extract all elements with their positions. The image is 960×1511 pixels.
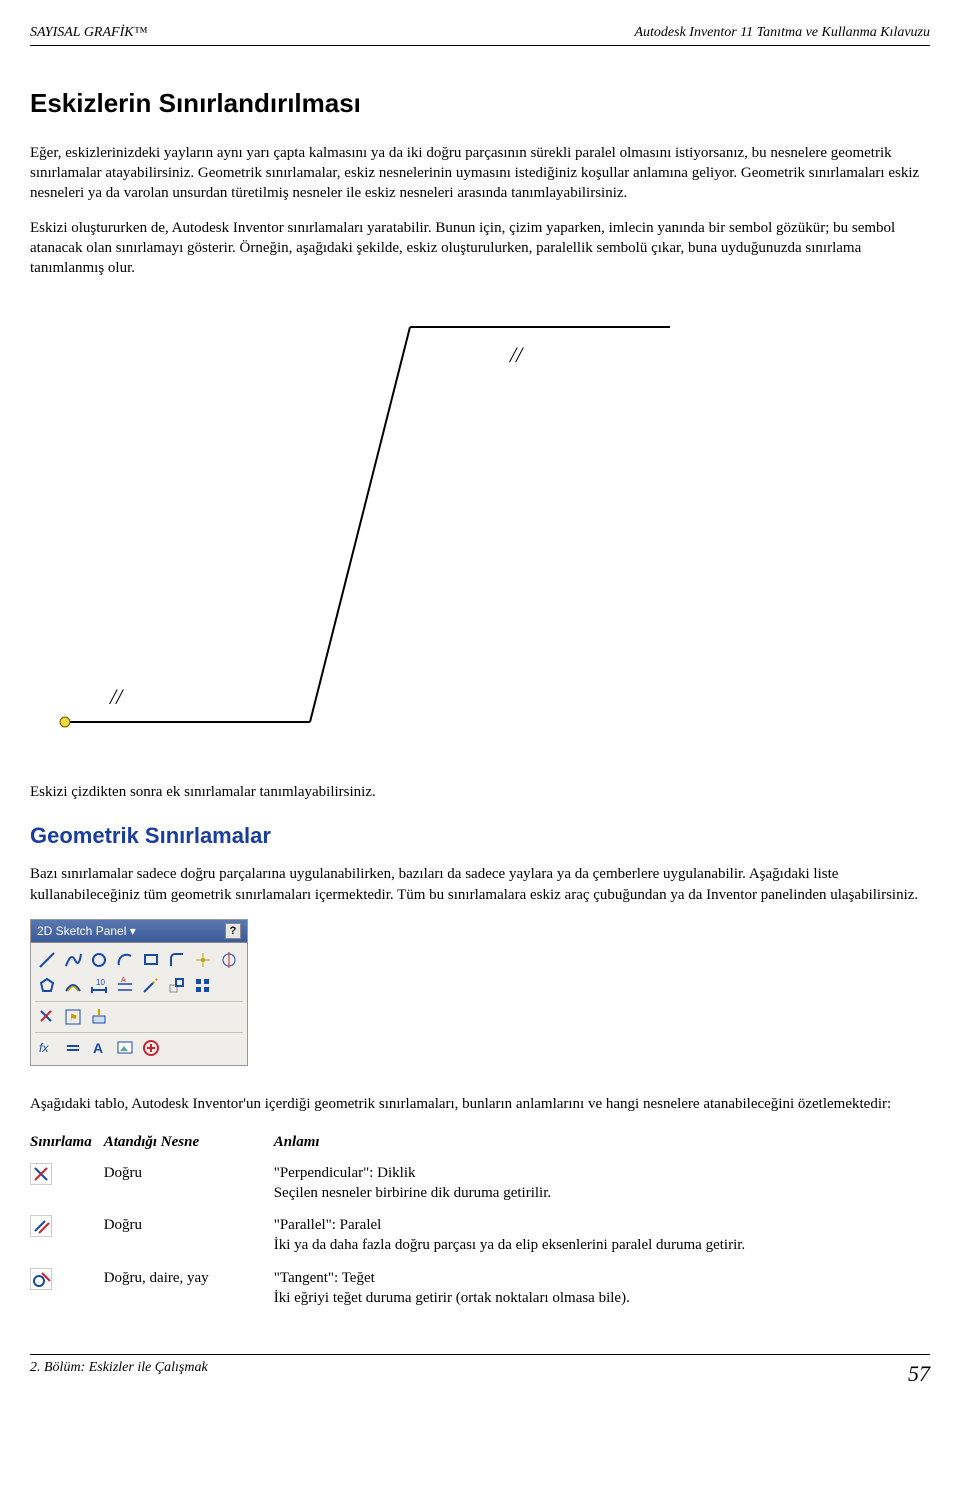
row-meaning-title: "Perpendicular": Diklik bbox=[274, 1163, 918, 1183]
auto-dim-tool-icon[interactable]: A bbox=[115, 976, 135, 996]
move-tool-icon[interactable] bbox=[167, 976, 187, 996]
sub-heading: Geometrik Sınırlamalar bbox=[30, 821, 930, 851]
paragraph-2: Eskizi oluştururken de, Autodesk Invento… bbox=[30, 218, 930, 279]
th-object: Atandığı Nesne bbox=[104, 1128, 274, 1156]
svg-text:10: 10 bbox=[96, 978, 105, 987]
row-meaning-desc: İki eğriyi teğet duruma getirir (ortak n… bbox=[274, 1288, 918, 1308]
svg-text:A: A bbox=[121, 977, 126, 984]
table-row: Doğru "Perpendicular": Diklik Seçilen ne… bbox=[30, 1157, 930, 1210]
point-tool-icon[interactable] bbox=[193, 950, 213, 970]
param-tool-icon[interactable]: fx bbox=[37, 1038, 57, 1058]
paragraph-3: Eskizi çizdikten sonra ek sınırlamalar t… bbox=[30, 782, 930, 802]
perpendicular-constraint-icon[interactable] bbox=[37, 1007, 57, 1027]
sketch-doctor-icon[interactable] bbox=[141, 1038, 161, 1058]
project-geometry-icon[interactable] bbox=[89, 1007, 109, 1027]
row-meaning-title: "Tangent": Teğet bbox=[274, 1268, 918, 1288]
circle-tool-icon[interactable] bbox=[89, 950, 109, 970]
top-rule bbox=[30, 45, 930, 46]
start-point-icon bbox=[60, 717, 70, 727]
extend-tool-icon[interactable] bbox=[141, 976, 161, 996]
row-meaning-desc: İki ya da daha fazla doğru parçası ya da… bbox=[274, 1235, 918, 1255]
row-meaning-desc: Seçilen nesneler birbirine dik duruma ge… bbox=[274, 1183, 918, 1203]
parallel-icon-top: // bbox=[508, 342, 524, 367]
constraints-table: Sınırlama Atandığı Nesne Anlamı Doğru "P… bbox=[30, 1128, 930, 1314]
row-object: Doğru, daire, yay bbox=[104, 1262, 274, 1315]
header-right: Autodesk Inventor 11 Tanıtma ve Kullanma… bbox=[634, 24, 930, 43]
parallel-icon-bottom: // bbox=[108, 684, 124, 709]
fillet-tool-icon[interactable] bbox=[167, 950, 187, 970]
footer-left: 2. Bölüm: Eskizler ile Çalışmak bbox=[30, 1359, 208, 1389]
equal-tool-icon[interactable] bbox=[63, 1038, 83, 1058]
th-meaning: Anlamı bbox=[274, 1128, 930, 1156]
panel-title-label: 2D Sketch Panel ▾ bbox=[37, 923, 136, 939]
insert-image-icon[interactable] bbox=[115, 1038, 135, 1058]
pattern-tool-icon[interactable] bbox=[193, 976, 213, 996]
dimension-tool-icon[interactable]: 10 bbox=[89, 976, 109, 996]
table-row: Doğru, daire, yay "Tangent": Teğet İki e… bbox=[30, 1262, 930, 1315]
paragraph-1: Eğer, eskizlerinizdeki yayların aynı yar… bbox=[30, 143, 930, 204]
sketch-panel: 2D Sketch Panel ▾ ? 10 A bbox=[30, 919, 248, 1066]
header-left: SAYISAL GRAFİK™ bbox=[30, 24, 147, 43]
paragraph-5: Aşağıdaki tablo, Autodesk Inventor'un iç… bbox=[30, 1094, 930, 1114]
svg-text:A: A bbox=[93, 1040, 103, 1056]
row-object: Doğru bbox=[104, 1157, 274, 1210]
sketch-figure: // // bbox=[30, 292, 680, 752]
help-icon[interactable]: ? bbox=[225, 923, 241, 939]
page-number: 57 bbox=[908, 1359, 930, 1389]
spline-tool-icon[interactable] bbox=[63, 950, 83, 970]
rect-tool-icon[interactable] bbox=[141, 950, 161, 970]
mirror-tool-icon[interactable] bbox=[219, 950, 239, 970]
th-constraint: Sınırlama bbox=[30, 1128, 104, 1156]
tangent-icon bbox=[30, 1268, 52, 1290]
row-object: Doğru bbox=[104, 1209, 274, 1262]
offset-tool-icon[interactable] bbox=[63, 976, 83, 996]
panel-titlebar[interactable]: 2D Sketch Panel ▾ ? bbox=[31, 920, 247, 943]
bottom-rule bbox=[30, 1354, 930, 1355]
paragraph-4: Bazı sınırlamalar sadece doğru parçaları… bbox=[30, 864, 930, 905]
parallel-icon bbox=[30, 1215, 52, 1237]
polygon-tool-icon[interactable] bbox=[37, 976, 57, 996]
text-tool-icon[interactable]: A bbox=[89, 1038, 109, 1058]
page-title: Eskizlerin Sınırlandırılması bbox=[30, 86, 930, 121]
svg-text:fx: fx bbox=[39, 1041, 49, 1055]
perpendicular-icon bbox=[30, 1163, 52, 1185]
show-constraints-icon[interactable]: ⚑ bbox=[63, 1007, 83, 1027]
row-meaning-title: "Parallel": Paralel bbox=[274, 1215, 918, 1235]
table-row: Doğru "Parallel": Paralel İki ya da daha… bbox=[30, 1209, 930, 1262]
svg-text:⚑: ⚑ bbox=[69, 1013, 78, 1024]
line-tool-icon[interactable] bbox=[37, 950, 57, 970]
arc-tool-icon[interactable] bbox=[115, 950, 135, 970]
